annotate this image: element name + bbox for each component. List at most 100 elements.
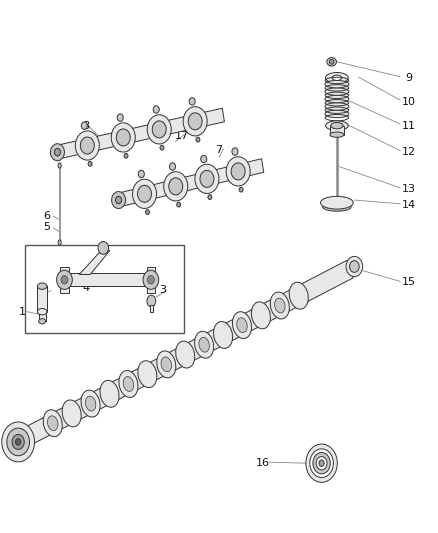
Ellipse shape [325, 88, 349, 95]
Ellipse shape [176, 341, 195, 368]
Ellipse shape [15, 439, 21, 445]
Ellipse shape [145, 209, 149, 214]
Ellipse shape [327, 58, 336, 66]
Circle shape [148, 276, 154, 284]
Ellipse shape [37, 283, 47, 289]
Ellipse shape [310, 449, 333, 478]
Ellipse shape [331, 123, 343, 129]
Ellipse shape [189, 98, 195, 105]
Ellipse shape [270, 292, 290, 319]
Polygon shape [79, 251, 110, 274]
Ellipse shape [147, 295, 155, 307]
Ellipse shape [195, 164, 219, 193]
Ellipse shape [350, 261, 359, 272]
Ellipse shape [289, 282, 308, 309]
Polygon shape [117, 159, 264, 207]
Ellipse shape [239, 187, 243, 192]
Text: 14: 14 [402, 200, 416, 211]
Ellipse shape [81, 390, 100, 417]
Text: 12: 12 [402, 147, 416, 157]
Ellipse shape [237, 318, 247, 333]
Ellipse shape [43, 410, 62, 437]
Ellipse shape [306, 444, 337, 482]
Ellipse shape [75, 131, 99, 160]
Ellipse shape [188, 113, 202, 130]
Circle shape [98, 241, 109, 254]
Ellipse shape [346, 256, 363, 277]
Text: 11: 11 [402, 120, 416, 131]
Ellipse shape [169, 178, 183, 195]
Ellipse shape [325, 72, 348, 83]
Ellipse shape [164, 172, 188, 201]
Ellipse shape [161, 357, 172, 372]
Ellipse shape [80, 137, 94, 154]
Text: 10: 10 [402, 96, 416, 107]
Ellipse shape [111, 123, 135, 152]
Bar [150, 305, 152, 312]
Circle shape [143, 270, 159, 289]
Ellipse shape [194, 332, 214, 358]
Ellipse shape [233, 312, 251, 338]
Ellipse shape [231, 163, 245, 180]
Ellipse shape [323, 203, 351, 211]
Text: 6: 6 [43, 211, 50, 221]
Bar [60, 266, 69, 293]
Bar [37, 286, 47, 312]
Ellipse shape [123, 377, 134, 391]
Text: 3: 3 [159, 286, 166, 295]
Ellipse shape [117, 114, 124, 122]
Text: 17: 17 [175, 131, 189, 141]
Ellipse shape [251, 302, 270, 329]
Ellipse shape [116, 129, 130, 146]
Ellipse shape [321, 196, 353, 209]
Ellipse shape [232, 148, 238, 155]
Ellipse shape [138, 185, 152, 203]
Text: 4: 4 [82, 283, 89, 293]
Ellipse shape [275, 298, 285, 313]
Ellipse shape [37, 309, 47, 315]
Text: 5: 5 [43, 222, 50, 232]
Ellipse shape [316, 457, 327, 470]
Ellipse shape [177, 202, 180, 207]
Ellipse shape [133, 179, 156, 208]
Ellipse shape [325, 121, 348, 131]
Ellipse shape [138, 170, 145, 177]
Ellipse shape [116, 196, 122, 204]
Ellipse shape [88, 161, 92, 166]
Bar [147, 266, 155, 293]
Circle shape [57, 270, 72, 289]
Bar [325, 80, 349, 118]
Ellipse shape [199, 337, 209, 352]
Ellipse shape [160, 146, 164, 150]
Ellipse shape [58, 163, 61, 168]
Polygon shape [57, 108, 224, 159]
Ellipse shape [100, 381, 119, 407]
Polygon shape [24, 260, 353, 446]
Ellipse shape [7, 428, 29, 456]
Ellipse shape [329, 60, 334, 64]
Ellipse shape [325, 103, 349, 110]
Ellipse shape [325, 110, 349, 118]
Text: 2: 2 [41, 286, 48, 295]
Ellipse shape [213, 321, 233, 349]
Circle shape [61, 276, 68, 284]
Ellipse shape [332, 75, 342, 80]
Ellipse shape [147, 115, 171, 144]
Ellipse shape [226, 157, 250, 186]
Text: 9: 9 [405, 73, 413, 83]
Text: 15: 15 [402, 278, 416, 287]
Ellipse shape [170, 163, 176, 170]
Ellipse shape [39, 319, 46, 324]
Ellipse shape [183, 107, 207, 136]
Ellipse shape [200, 171, 214, 188]
Ellipse shape [319, 460, 324, 466]
Ellipse shape [81, 122, 87, 130]
Ellipse shape [138, 361, 157, 387]
Text: 1: 1 [19, 306, 26, 317]
Text: 16: 16 [256, 458, 270, 468]
Ellipse shape [58, 240, 61, 245]
Ellipse shape [196, 137, 200, 142]
Ellipse shape [50, 144, 64, 161]
Ellipse shape [112, 191, 126, 208]
Ellipse shape [47, 416, 58, 431]
